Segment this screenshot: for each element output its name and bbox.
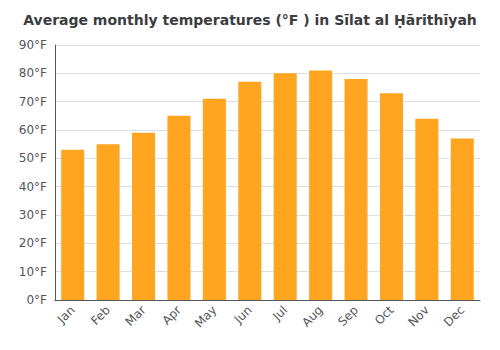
svg-text:40°F: 40°F	[19, 180, 47, 194]
svg-text:Apr: Apr	[159, 303, 184, 328]
svg-text:Jun: Jun	[231, 303, 255, 327]
svg-text:Mar: Mar	[123, 303, 149, 329]
svg-text:30°F: 30°F	[19, 208, 47, 222]
svg-text:20°F: 20°F	[19, 236, 47, 250]
svg-text:10°F: 10°F	[19, 265, 47, 279]
svg-text:70°F: 70°F	[19, 95, 47, 109]
svg-text:80°F: 80°F	[19, 66, 47, 80]
svg-text:0°F: 0°F	[26, 293, 47, 307]
svg-text:Dec: Dec	[441, 303, 467, 329]
svg-text:Oct: Oct	[372, 303, 397, 328]
svg-text:Jan: Jan	[54, 303, 78, 327]
svg-text:Average monthly temperatures (: Average monthly temperatures (°F ) in Sī…	[23, 12, 477, 28]
svg-text:Jul: Jul	[269, 303, 290, 324]
svg-text:50°F: 50°F	[19, 151, 47, 165]
svg-text:Feb: Feb	[88, 303, 113, 328]
svg-text:Nov: Nov	[405, 303, 431, 329]
svg-text:Sep: Sep	[335, 303, 361, 329]
svg-text:90°F: 90°F	[19, 38, 47, 52]
svg-text:May: May	[192, 303, 219, 330]
svg-text:60°F: 60°F	[19, 123, 47, 137]
svg-text:Aug: Aug	[299, 303, 325, 329]
